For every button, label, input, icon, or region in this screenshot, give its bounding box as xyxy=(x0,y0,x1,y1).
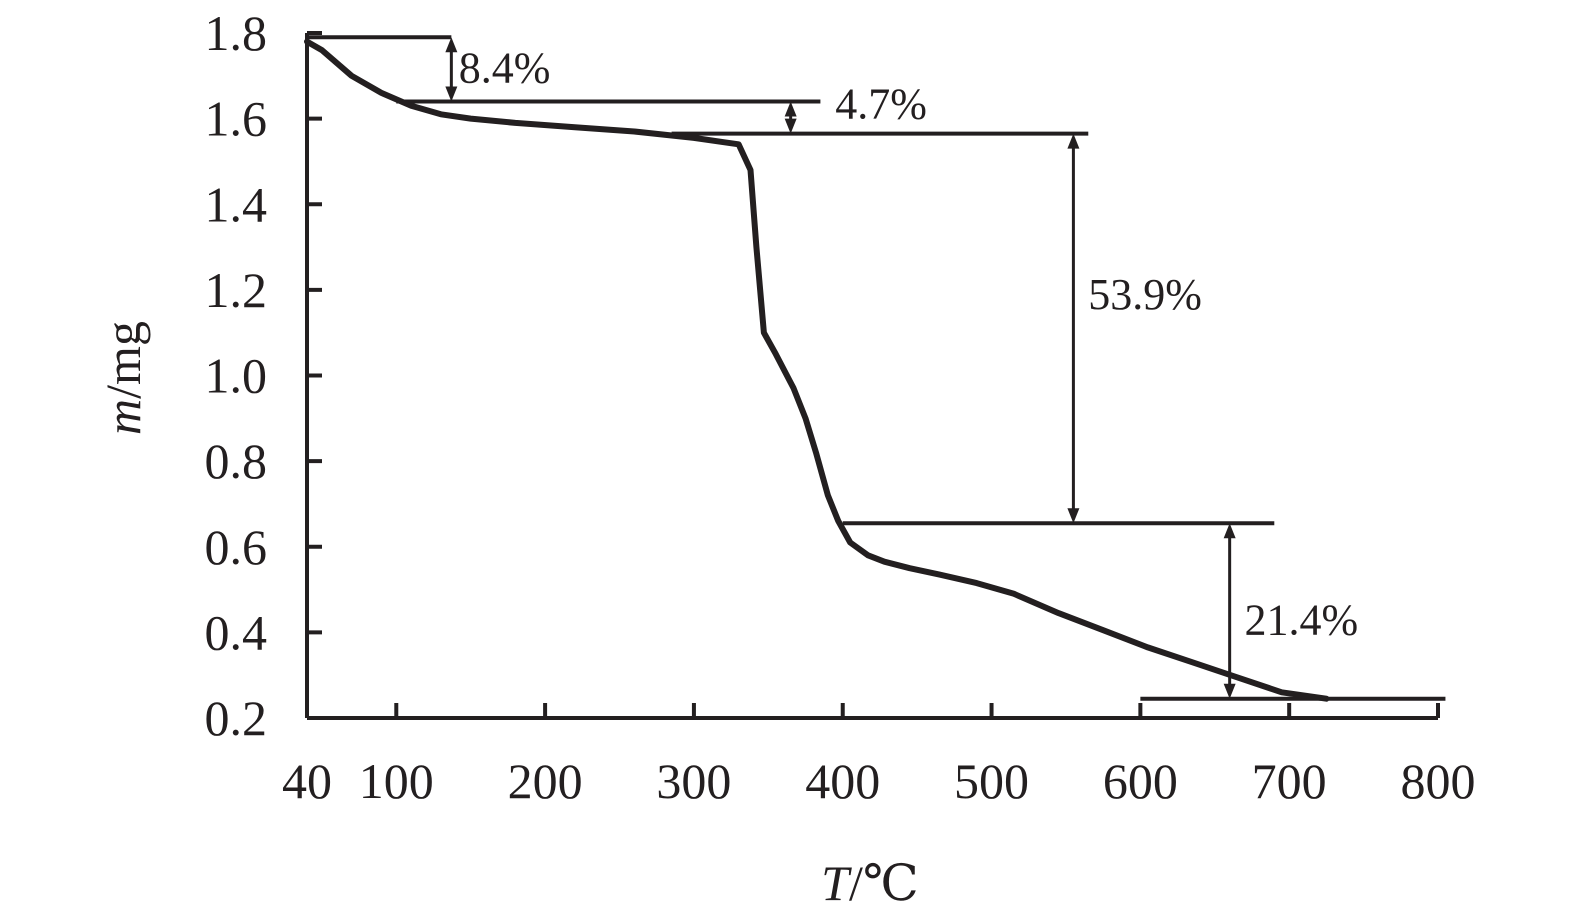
y-tick-label: 1.0 xyxy=(205,348,268,404)
y-tick-label: 1.6 xyxy=(205,91,268,147)
y-tick-label: 1.8 xyxy=(205,5,268,61)
x-axis-title: T/℃ xyxy=(821,855,919,911)
reference-lines xyxy=(307,35,1446,701)
arrow-head-up xyxy=(1067,133,1080,149)
x-tick-label: 100 xyxy=(359,753,434,809)
y-tick-label: 0.6 xyxy=(205,519,268,575)
y-axis-title: m/mg xyxy=(95,321,151,435)
annotation-label: 53.9% xyxy=(1088,270,1202,319)
x-tick-label: 700 xyxy=(1252,753,1327,809)
arrow-head-up xyxy=(445,37,458,53)
x-tick-label: 200 xyxy=(508,753,583,809)
x-tick-label: 800 xyxy=(1401,753,1476,809)
y-tick-label: 1.2 xyxy=(205,262,268,318)
x-tick-label: 40 xyxy=(282,753,332,809)
annotation-label: 4.7% xyxy=(835,80,927,129)
x-tick-label: 600 xyxy=(1103,753,1178,809)
y-tick-label: 0.4 xyxy=(205,604,268,660)
annotations: 8.4% 4.7% 53.9% 21.4% xyxy=(445,37,1359,699)
annotation-label: 8.4% xyxy=(459,43,551,92)
y-tick-label: 0.2 xyxy=(205,690,268,746)
x-tick-label: 300 xyxy=(656,753,731,809)
annotation-label: 21.4% xyxy=(1245,596,1359,645)
x-axis-unit: /℃ xyxy=(849,855,919,911)
arrow-head-down xyxy=(784,118,797,134)
y-tick-label: 1.4 xyxy=(205,176,268,232)
y-tick-label: 0.8 xyxy=(205,433,268,489)
arrow-head-down xyxy=(1223,683,1236,699)
x-axis-variable: T xyxy=(821,855,852,911)
series-group xyxy=(304,38,1330,702)
arrow-head-down xyxy=(1067,508,1080,524)
x-tick-label: 400 xyxy=(805,753,880,809)
axes: 40 100 200 300 400 500 600 700 800 0.2 0.4 0.6 0.8 1.… xyxy=(205,5,1476,809)
arrow-head-up xyxy=(1223,523,1236,539)
x-tick-label: 500 xyxy=(954,753,1029,809)
arrow-head-down xyxy=(445,86,458,102)
mass-curve xyxy=(304,38,1330,702)
y-axis-unit: /mg xyxy=(95,321,151,399)
arrow-head-up xyxy=(784,101,797,117)
y-axis-variable: m xyxy=(95,399,151,435)
